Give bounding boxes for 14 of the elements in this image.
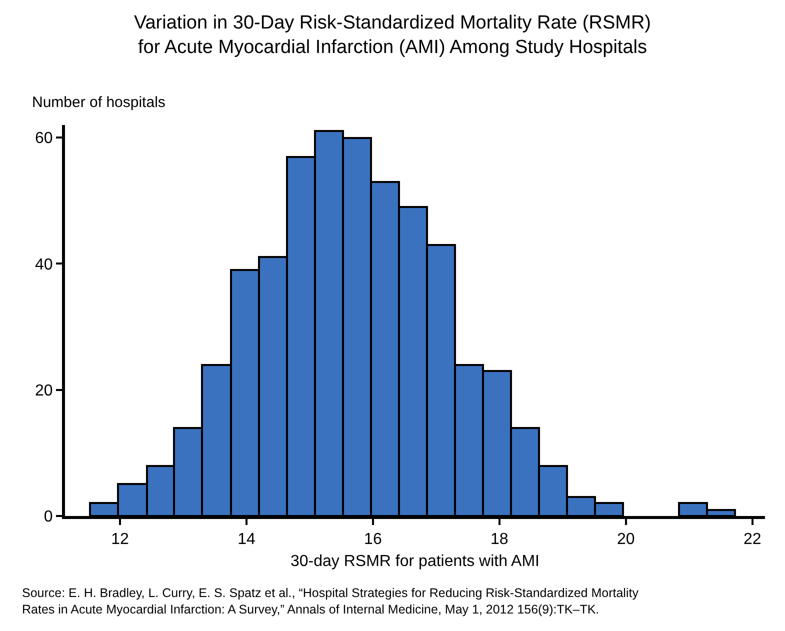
x-tick-label: 20 bbox=[616, 531, 635, 548]
y-tick-label: 60 bbox=[35, 130, 53, 148]
y-tick-label: 40 bbox=[35, 256, 53, 274]
y-tick-label: 20 bbox=[35, 382, 53, 400]
source-note: Source: E. H. Bradley, L. Curry, E. S. Spatz et al., “Hospital Strategies for Reducing Risk-Standardized Mortality Rates in Acute Myocardial Infarction: A Survey,” Annals of Internal Medicine, May 1, 2012 156(9):TK–TK. bbox=[22, 586, 640, 616]
x-tick-label: 12 bbox=[111, 531, 130, 548]
x-tick-label: 18 bbox=[490, 531, 508, 548]
x-axis-title: 30-day RSMR for patients with AMI bbox=[290, 552, 540, 570]
x-tick-label: 22 bbox=[743, 531, 762, 548]
y-axis-title: Number of hospitals bbox=[32, 94, 166, 111]
x-tick-label: 14 bbox=[238, 531, 256, 548]
y-tick-label: 0 bbox=[44, 508, 53, 526]
chart-title: Variation in 30-Day Risk-Standardized Mortality Rate (RSMR) for Acute Myocardial Infarction (AMI) Among Study Hospitals bbox=[134, 12, 652, 58]
x-tick-label: 16 bbox=[364, 531, 382, 548]
